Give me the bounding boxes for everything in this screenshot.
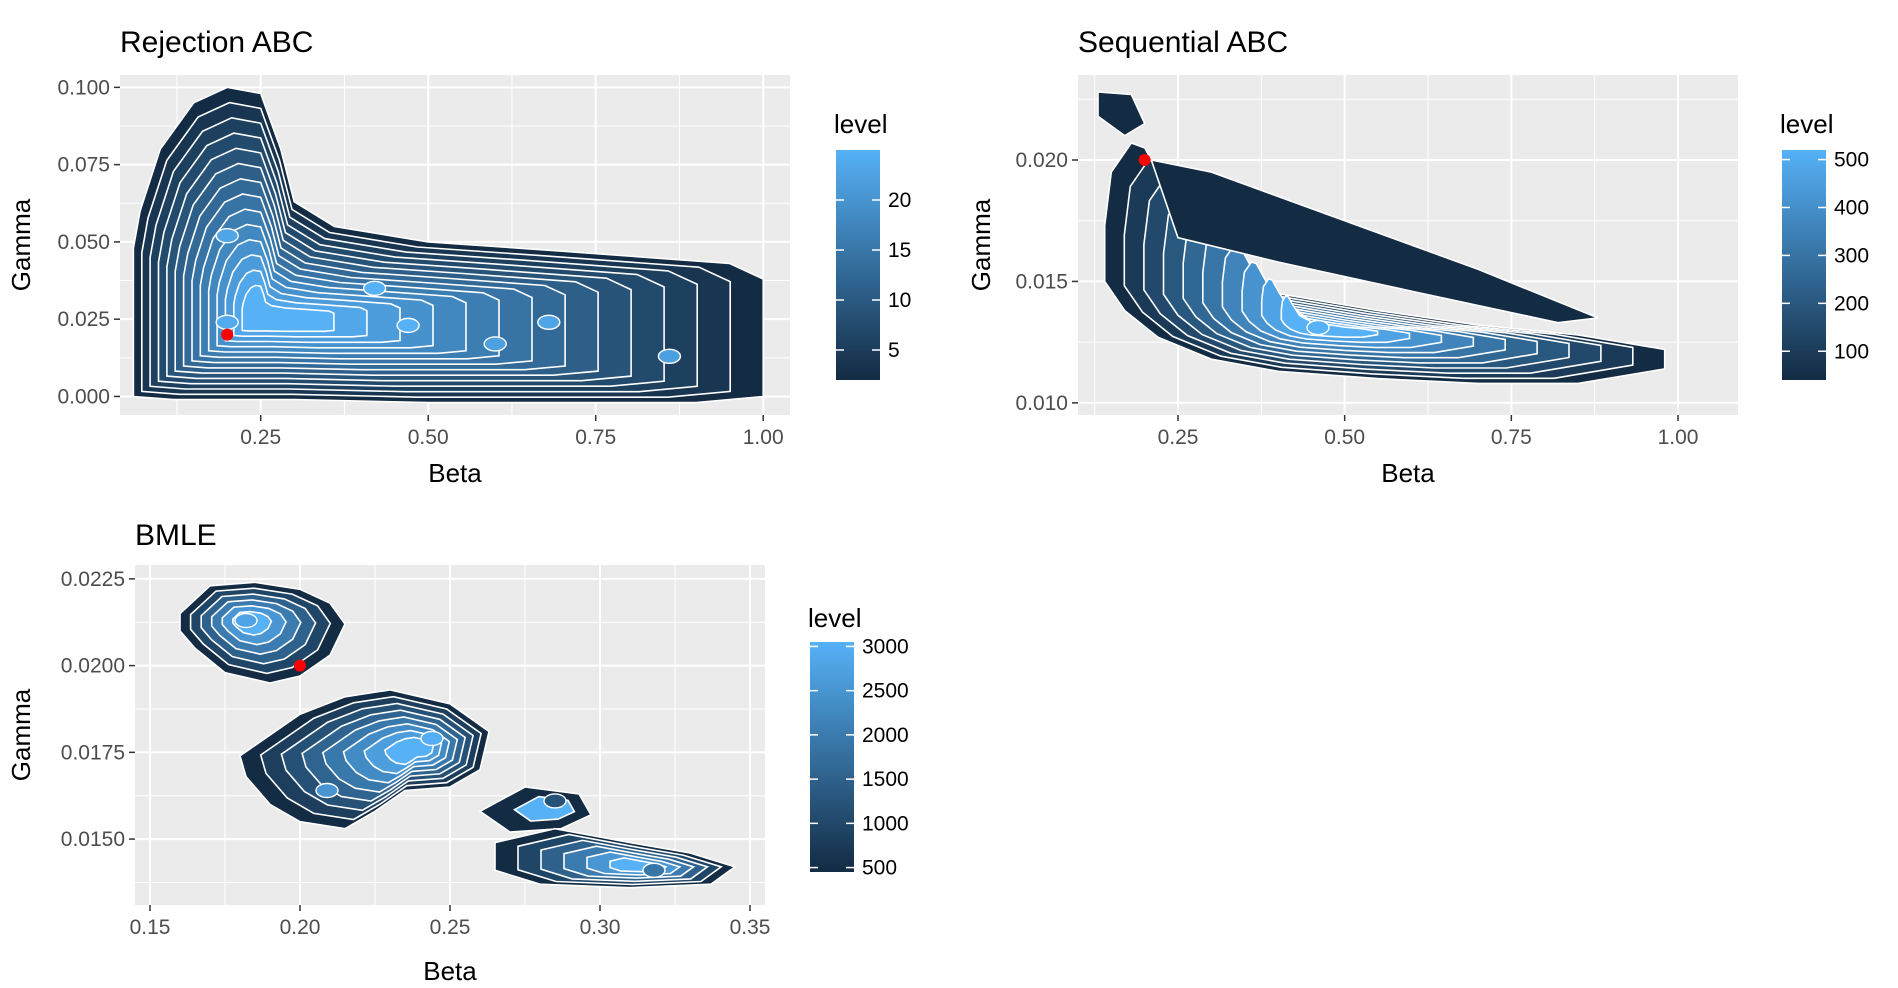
x-axis-title: Beta (428, 458, 482, 488)
legend-tick-label: 400 (1834, 197, 1869, 220)
x-axis-title: Beta (1381, 458, 1435, 488)
contour-band (1150, 158, 1599, 324)
y-tick-label: 0.0200 (61, 655, 125, 678)
legend-colorbar (1782, 150, 1826, 380)
x-tick-label: 0.75 (1491, 426, 1532, 449)
density-peak (657, 348, 682, 364)
contour-band (1097, 91, 1146, 137)
x-tick-label: 0.50 (408, 426, 449, 449)
contour-layer (179, 581, 737, 889)
y-tick-label: 0.010 (1015, 392, 1068, 415)
x-tick-label: 1.00 (1658, 426, 1699, 449)
legend-tick-label: 10 (888, 289, 911, 312)
x-axis-title: Beta (423, 956, 477, 986)
density-peak (537, 314, 561, 330)
density-peak (420, 730, 444, 747)
contour-band (383, 736, 435, 766)
x-tick-label: 0.15 (130, 916, 171, 939)
x-tick-label: 0.35 (730, 916, 771, 939)
legend-tick-label: 300 (1834, 244, 1869, 267)
legend-tick-label: 500 (862, 857, 897, 880)
x-tick-label: 0.25 (1158, 426, 1199, 449)
contour-band (1280, 294, 1379, 338)
y-tick-label: 0.050 (57, 231, 110, 254)
true-value-point (1138, 154, 1151, 166)
x-tick-label: 0.75 (575, 426, 616, 449)
x-tick-label: 1.00 (743, 426, 784, 449)
legend-tick-label: 1000 (862, 812, 909, 835)
density-peak (315, 782, 339, 799)
legend-tick-label: 3000 (862, 635, 909, 658)
chart-panel: Rejection ABC 0.25 0.50 0.75 1.00 0.000 0.025 0… (6, 26, 911, 488)
y-tick-label: 0.0225 (61, 568, 125, 591)
x-tick-label: 0.50 (1324, 426, 1365, 449)
contour-band (241, 284, 335, 333)
density-peak (543, 793, 567, 809)
legend-title: level (1780, 109, 1833, 139)
chart-title: Sequential ABC (1078, 26, 1288, 59)
chart-title: BMLE (135, 519, 217, 552)
y-tick-label: 0.100 (57, 76, 110, 99)
true-value-point (294, 659, 306, 672)
legend: level 100 200 300 400 500 (1780, 109, 1869, 380)
x-tick-label: 0.30 (580, 916, 621, 939)
y-axis-title: Gamma (6, 198, 36, 291)
density-peak (234, 612, 258, 629)
legend-tick-label: 200 (1834, 292, 1869, 315)
panels: Rejection ABC 0.25 0.50 0.75 1.00 0.000 0.025 0… (6, 26, 1869, 986)
legend-title: level (834, 109, 887, 139)
legend-colorbar (810, 642, 854, 872)
y-axis-title: Gamma (966, 198, 996, 291)
contour-layer (132, 86, 764, 404)
legend-tick-label: 500 (1834, 149, 1869, 172)
density-peak (362, 280, 387, 296)
density-peak (642, 862, 666, 879)
y-tick-label: 0.025 (57, 308, 110, 331)
legend-colorbar (836, 150, 880, 380)
density-peak (215, 228, 239, 244)
legend-tick-label: 2500 (862, 680, 909, 703)
y-tick-label: 0.020 (1015, 149, 1068, 172)
chart-title: Rejection ABC (120, 26, 313, 59)
density-peak (1306, 319, 1330, 336)
legend: level 5 10 15 20 (834, 109, 911, 380)
legend-title: level (808, 603, 861, 633)
legend: level 500 1000 1500 2000 2500 3000 (808, 603, 909, 880)
legend-tick-label: 2000 (862, 724, 909, 747)
chart-panel: BMLE 0.15 0.20 0.25 0.30 0.35 0.0150 0.0175 0.02… (6, 519, 909, 986)
y-tick-label: 0.075 (57, 154, 110, 177)
legend-tick-label: 15 (888, 239, 911, 262)
legend-tick-label: 100 (1834, 340, 1869, 363)
density-peak (396, 317, 420, 334)
y-tick-label: 0.0175 (61, 741, 125, 764)
chart-panel: Sequential ABC 0.25 0.50 0.75 1.00 0.010 0.015… (966, 26, 1869, 488)
legend-tick-label: 5 (888, 339, 900, 362)
legend-tick-label: 20 (888, 189, 911, 212)
density-peak (483, 336, 507, 352)
x-tick-label: 0.25 (430, 916, 471, 939)
contour-layer (1097, 91, 1666, 385)
y-tick-label: 0.000 (57, 385, 110, 408)
y-tick-label: 0.0150 (61, 828, 125, 851)
x-tick-label: 0.25 (240, 426, 281, 449)
density-peak (215, 314, 239, 330)
x-tick-label: 0.20 (280, 916, 321, 939)
y-tick-label: 0.015 (1015, 270, 1068, 293)
legend-tick-label: 1500 (862, 768, 909, 791)
true-value-point (221, 328, 234, 341)
y-axis-title: Gamma (6, 688, 36, 781)
